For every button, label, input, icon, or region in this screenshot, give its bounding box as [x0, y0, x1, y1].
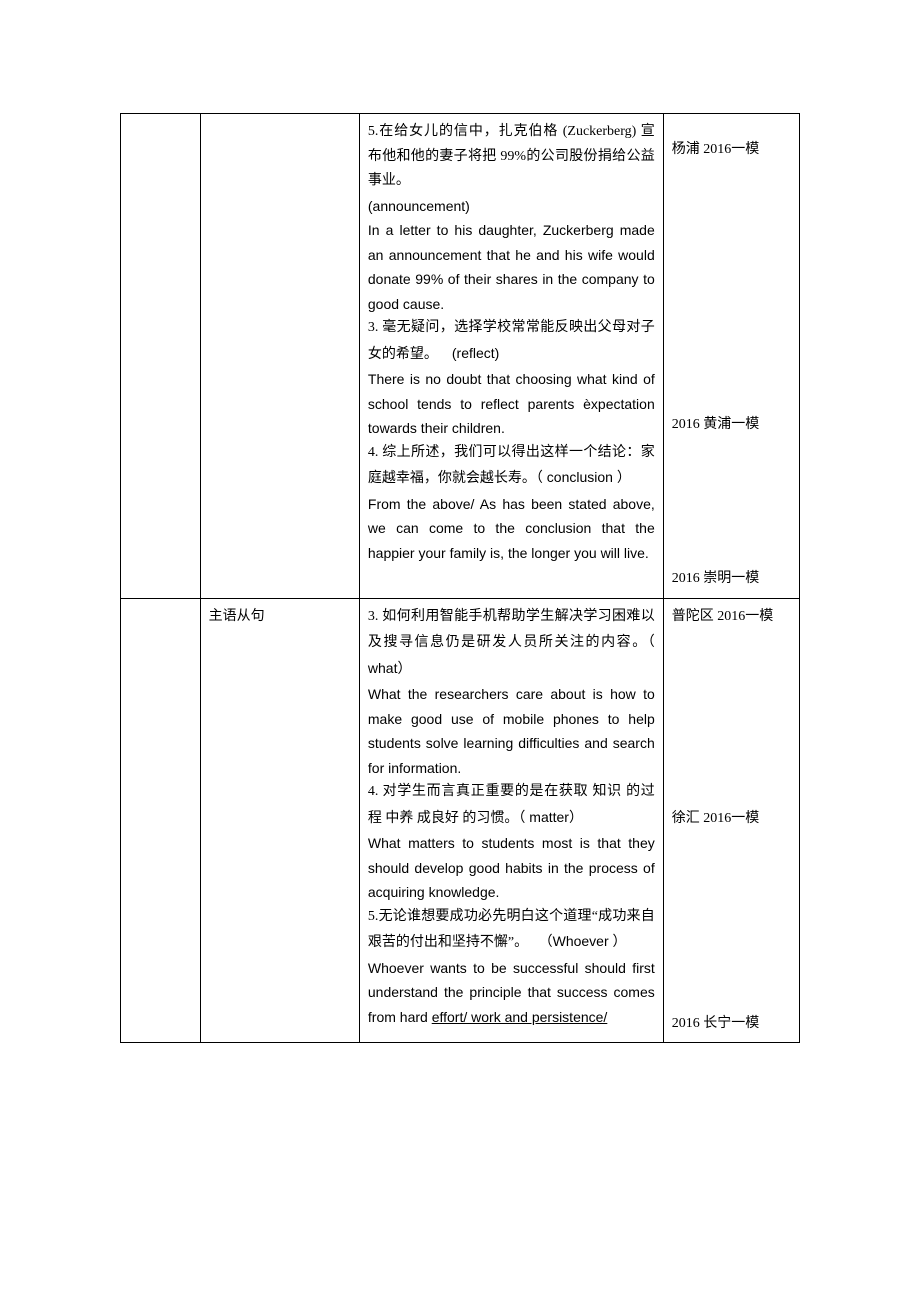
answer-en: Whoever wants to be successful should fi… [368, 956, 655, 1030]
answer-en: From the above/ As has been stated above… [368, 492, 655, 566]
answer-en: There is no doubt that choosing what kin… [368, 367, 655, 441]
source: 2016 黄浦一模 [672, 413, 791, 438]
question-cn: 4. 对学生而言真正重要的是在获取 知识 的过程 中养 成良好 的习惯。（ ma… [368, 780, 655, 831]
q-num: 3. [368, 609, 379, 624]
category-col2: 主语从句 [200, 598, 359, 1043]
answer-en: What the researchers care about is how t… [368, 682, 655, 780]
source: 2016 崇明一模 [672, 567, 791, 592]
exercise-table: 5.在给女儿的信中，扎克伯格 (Zuckerberg) 宣布他和他的妻子将把 9… [120, 113, 800, 1043]
table-row: 5.在给女儿的信中，扎克伯格 (Zuckerberg) 宣布他和他的妻子将把 9… [121, 114, 800, 599]
category-col1 [121, 114, 201, 599]
q-num: 5. [368, 124, 379, 139]
q-num: 4. [368, 784, 379, 799]
source: 徐汇 2016一模 [672, 807, 791, 832]
content-cell: 3. 如何利用智能手机帮助学生解决学习困难以及搜寻信息仍是研发人员所关注的内容。… [359, 598, 663, 1043]
document-page: 5.在给女儿的信中，扎克伯格 (Zuckerberg) 宣布他和他的妻子将把 9… [0, 0, 920, 1303]
content-cell: 5.在给女儿的信中，扎克伯格 (Zuckerberg) 宣布他和他的妻子将把 9… [359, 114, 663, 599]
question-cn: 5.在给女儿的信中，扎克伯格 (Zuckerberg) 宣布他和他的妻子将把 9… [368, 120, 655, 194]
q-num: 5. [368, 909, 379, 924]
answer-en: What matters to students most is that th… [368, 831, 655, 905]
source: 普陀区 2016一模 [672, 605, 791, 630]
source-cell: 杨浦 2016一模 2016 黄浦一模 2016 崇明一模 [663, 114, 799, 599]
question-cn: 4. 综上所述，我们可以得出这样一个结论：家庭越幸福，你就会越长寿。（ conc… [368, 441, 655, 492]
question-cn: 3. 毫无疑问，选择学校常常能反映出父母对子女的希望。 (reflect) [368, 316, 655, 367]
source: 2016 长宁一模 [672, 1012, 791, 1037]
source: 杨浦 2016一模 [672, 138, 791, 163]
answer-en: In a letter to his daughter, Zuckerberg … [368, 218, 655, 316]
table-row: 主语从句 3. 如何利用智能手机帮助学生解决学习困难以及搜寻信息仍是研发人员所关… [121, 598, 800, 1043]
q-num: 4. [368, 445, 379, 460]
question-cn: 3. 如何利用智能手机帮助学生解决学习困难以及搜寻信息仍是研发人员所关注的内容。… [368, 605, 655, 683]
category-col2 [200, 114, 359, 599]
q-num: 3. [368, 320, 379, 335]
hint: (announcement) [368, 194, 655, 219]
category-col1 [121, 598, 201, 1043]
source-cell: 普陀区 2016一模 徐汇 2016一模 2016 长宁一模 [663, 598, 799, 1043]
question-cn: 5.无论谁想要成功必先明白这个道理“成功来自艰苦的付出和坚持不懈”。 （Whoe… [368, 905, 655, 956]
